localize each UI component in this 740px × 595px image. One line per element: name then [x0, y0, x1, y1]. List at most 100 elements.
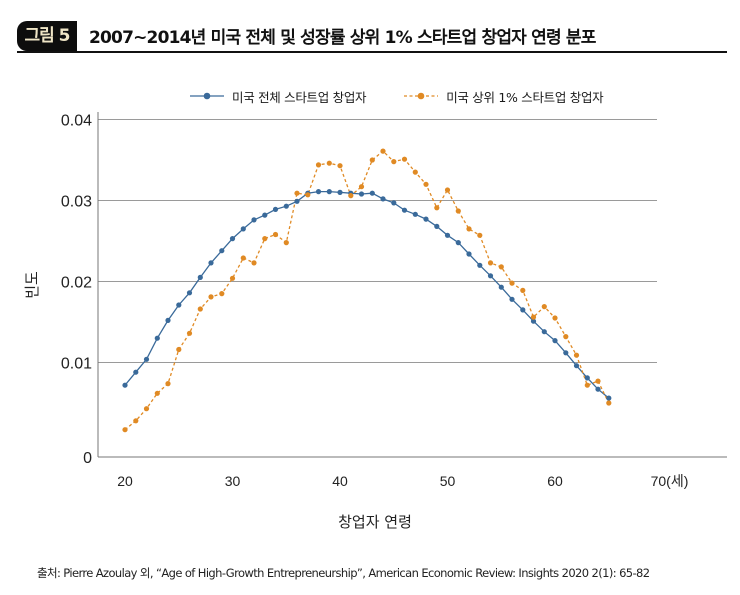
- data-point-all: [380, 196, 386, 202]
- data-point-all: [154, 335, 160, 341]
- data-point-top1: [251, 260, 257, 266]
- x-tick-label: 30: [225, 473, 241, 489]
- data-point-top1: [176, 346, 182, 353]
- data-point-top1: [294, 190, 300, 196]
- data-point-top1: [423, 181, 429, 187]
- x-tick-label: 50: [440, 473, 456, 489]
- data-point-all: [251, 217, 257, 223]
- data-point-all: [229, 236, 236, 242]
- data-point-top1: [358, 184, 365, 190]
- figure-title: 2007~2014년 미국 전체 및 성장률 상위 1% 스타트업 창업자 연령…: [89, 28, 596, 48]
- data-point-top1: [283, 240, 289, 246]
- chart-legend: 미국 전체 스타트업 창업자 미국 상위 1% 스타트업 창업자: [190, 87, 604, 106]
- data-point-top1: [208, 294, 214, 300]
- data-point-top1: [541, 304, 547, 310]
- data-point-top1: [391, 159, 397, 165]
- data-point-top1: [240, 255, 246, 261]
- y-tick-label: 0: [83, 450, 92, 467]
- data-point-all: [487, 273, 494, 279]
- data-point-top1: [133, 418, 139, 424]
- legend-item-top1: 미국 상위 1% 스타트업 창업자: [404, 87, 604, 106]
- data-point-top1: [498, 264, 504, 270]
- data-point-top1: [563, 334, 569, 340]
- data-point-top1: [552, 315, 558, 321]
- legend-label-all: 미국 전체 스타트업 창업자: [232, 89, 367, 105]
- data-point-top1: [455, 208, 461, 214]
- data-point-top1: [412, 169, 418, 175]
- data-point-top1: [165, 381, 171, 387]
- data-point-all: [197, 274, 203, 280]
- data-point-top1: [197, 306, 203, 312]
- series-line-all: [124, 190, 610, 399]
- data-point-all: [143, 356, 150, 362]
- data-point-top1: [143, 406, 150, 412]
- data-point-all: [369, 190, 375, 196]
- data-point-top1: [466, 226, 472, 232]
- data-point-top1: [401, 156, 408, 162]
- data-point-top1: [595, 378, 601, 384]
- data-point-all: [294, 198, 300, 204]
- data-point-top1: [186, 330, 193, 336]
- x-tick-label: 70(세): [651, 473, 689, 489]
- source-note: 출처: Pierre Azoulay 외, “Age of High-Growt…: [37, 566, 650, 580]
- data-point-all: [466, 251, 472, 257]
- data-point-top1: [606, 400, 612, 406]
- data-point-all: [595, 386, 601, 392]
- y-tick-label: 0.04: [61, 113, 92, 130]
- legend-label-top1: 미국 상위 1% 스타트업 창업자: [446, 89, 604, 105]
- data-point-all: [186, 290, 193, 296]
- data-point-all: [208, 260, 214, 266]
- data-point-all: [283, 203, 289, 209]
- data-point-all: [423, 216, 429, 222]
- data-point-top1: [272, 231, 279, 238]
- data-point-all: [573, 363, 580, 369]
- y-tick-label: 0.01: [61, 356, 92, 373]
- data-point-top1: [509, 280, 515, 286]
- y-tick-label: 0.03: [61, 194, 92, 211]
- data-point-all: [391, 200, 397, 206]
- legend-marker-top1: [404, 92, 439, 100]
- data-point-all: [606, 395, 612, 401]
- data-point-all: [133, 369, 139, 375]
- data-point-top1: [487, 260, 494, 266]
- data-point-top1: [315, 162, 322, 168]
- data-point-all: [176, 302, 182, 308]
- data-point-top1: [219, 291, 225, 297]
- data-point-all: [541, 329, 547, 335]
- data-point-top1: [573, 352, 580, 358]
- data-point-all: [552, 338, 558, 344]
- data-point-all: [412, 211, 418, 217]
- data-point-top1: [434, 205, 440, 211]
- data-point-top1: [444, 187, 451, 193]
- data-point-all: [122, 382, 128, 388]
- data-point-all: [530, 318, 537, 324]
- data-point-all: [563, 350, 569, 356]
- data-point-top1: [229, 275, 236, 281]
- data-point-top1: [122, 427, 128, 433]
- x-axis-title: 창업자 연령: [338, 513, 412, 531]
- x-tick-label: 40: [332, 473, 348, 489]
- data-point-top1: [477, 232, 483, 238]
- legend-item-all: 미국 전체 스타트업 창업자: [190, 87, 367, 106]
- data-point-top1: [326, 160, 332, 166]
- data-point-top1: [348, 193, 354, 199]
- x-tick-label: 20: [117, 473, 133, 489]
- series-line-top1: [124, 150, 610, 431]
- data-point-all: [455, 240, 461, 246]
- data-point-all: [509, 296, 515, 302]
- x-tick-label: 60: [547, 473, 563, 489]
- data-point-all: [165, 317, 171, 323]
- data-point-top1: [262, 236, 268, 242]
- data-point-all: [262, 212, 268, 218]
- data-point-top1: [584, 382, 590, 388]
- data-point-all: [584, 375, 590, 381]
- data-point-all: [240, 226, 246, 232]
- data-point-top1: [380, 148, 386, 154]
- figure-badge: 그림 5: [17, 21, 77, 51]
- data-point-top1: [337, 163, 343, 169]
- data-point-all: [272, 206, 279, 212]
- figure-header: 그림 5 2007~2014년 미국 전체 및 성장률 상위 1% 스타트업 창…: [17, 21, 727, 53]
- data-point-all: [434, 223, 440, 229]
- data-point-all: [520, 307, 526, 313]
